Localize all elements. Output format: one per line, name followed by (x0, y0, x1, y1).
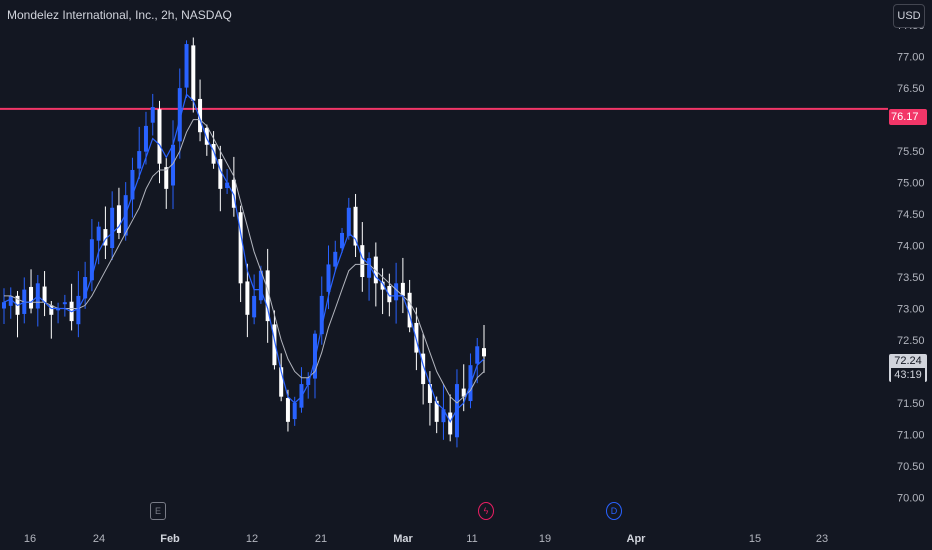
dividend-icon[interactable]: D (606, 502, 622, 520)
candle-body (482, 348, 486, 357)
y-tick-label: 73.50 (897, 272, 925, 284)
y-tick-label: 71.50 (897, 398, 925, 410)
candle-body (360, 245, 365, 278)
sma-fast-line (3, 93, 485, 424)
candle-body (231, 179, 236, 208)
candle-body (394, 283, 399, 301)
candle-body (319, 295, 324, 335)
y-tick-label: 74.00 (897, 241, 925, 253)
candle-body (292, 402, 297, 420)
candle-body (380, 281, 385, 290)
candle-body (204, 127, 209, 145)
candle-body (448, 412, 453, 435)
candle-body (326, 264, 331, 292)
candle-body (407, 292, 412, 328)
x-tick-label: 16 (24, 533, 36, 545)
x-tick-label: Apr (627, 533, 647, 545)
candle-body (89, 239, 94, 281)
candle-body (218, 159, 223, 189)
candle-body (164, 167, 169, 189)
candle-body (427, 384, 432, 403)
last-price-tag: 72.24 43:19 (889, 354, 927, 382)
candle-body (184, 44, 189, 88)
candle-body (177, 88, 182, 142)
candle-body (49, 305, 54, 315)
last-price-value: 72.24 (894, 355, 922, 367)
candle-body (373, 256, 378, 284)
y-tick-label: 75.50 (897, 146, 925, 158)
x-tick-label: 24 (93, 533, 105, 545)
x-tick-label: 21 (315, 533, 327, 545)
candle-body (461, 388, 466, 397)
candle-body (211, 143, 216, 164)
x-tick-label: 15 (749, 533, 761, 545)
candle-body (157, 109, 162, 164)
candle-body (245, 281, 250, 315)
candle-body (171, 144, 176, 186)
y-tick-label: 76.50 (897, 83, 925, 95)
candle-body (8, 295, 13, 306)
candle-body (137, 151, 142, 169)
candle-body (238, 212, 243, 284)
sma-slow-line (4, 119, 485, 404)
earnings-icon[interactable]: E (150, 502, 166, 520)
y-tick-label: 74.50 (897, 209, 925, 221)
candle-body (143, 125, 148, 152)
y-tick-label: 77.00 (897, 52, 925, 64)
chart-title: Mondelez International, Inc., 2h, NASDAQ (7, 8, 232, 22)
x-tick-label: 19 (539, 533, 551, 545)
candle-body (130, 169, 135, 200)
candle-body (279, 367, 284, 397)
candle-body (76, 295, 81, 325)
y-tick-label: 75.00 (897, 178, 925, 190)
x-tick-label: 12 (246, 533, 258, 545)
horizontal-line-price-tag: 76.17 (889, 109, 927, 125)
candle-body (110, 207, 115, 249)
candle-body (454, 384, 459, 438)
candle-body (434, 400, 439, 422)
candle-body (83, 277, 88, 299)
y-tick-label: 72.50 (897, 335, 925, 347)
candle-body (265, 270, 270, 322)
candle-body (116, 205, 121, 233)
candle-body (198, 98, 203, 133)
candle-body (42, 286, 47, 303)
y-tick-label: 73.00 (897, 304, 925, 316)
candle-body (56, 308, 61, 311)
candle-body (400, 282, 405, 296)
candle-body (285, 398, 290, 422)
candle-body (191, 45, 196, 101)
candle-body (29, 286, 34, 309)
candle-body (150, 107, 155, 123)
x-tick-label: Feb (160, 533, 180, 545)
candle-body (96, 226, 101, 241)
candle-body (353, 206, 358, 246)
candle-body (475, 346, 480, 364)
candle-body (421, 353, 426, 385)
candle-body (367, 258, 372, 278)
x-tick-label: Mar (393, 533, 413, 545)
currency-button[interactable]: USD (893, 4, 925, 28)
candle-body (2, 302, 6, 309)
candle-body (346, 207, 351, 236)
candle-body (62, 302, 67, 305)
candle-body (387, 285, 392, 303)
candle-body (272, 324, 277, 366)
candle-body (306, 377, 311, 385)
x-tick-label: 23 (816, 533, 828, 545)
split-icon[interactable]: ϟ (478, 502, 494, 520)
bar-countdown: 43:19 (891, 368, 925, 382)
candle-body (333, 251, 338, 267)
candle-body (225, 182, 230, 189)
candle-body (340, 232, 345, 249)
y-tick-label: 70.50 (897, 461, 925, 473)
y-tick-label: 71.00 (897, 429, 925, 441)
candle-body (441, 409, 446, 423)
candle-body (252, 295, 257, 318)
candle-body (258, 270, 263, 301)
x-tick-label: 11 (466, 533, 477, 545)
candle-body (103, 229, 108, 246)
y-tick-label: 70.00 (897, 492, 925, 504)
